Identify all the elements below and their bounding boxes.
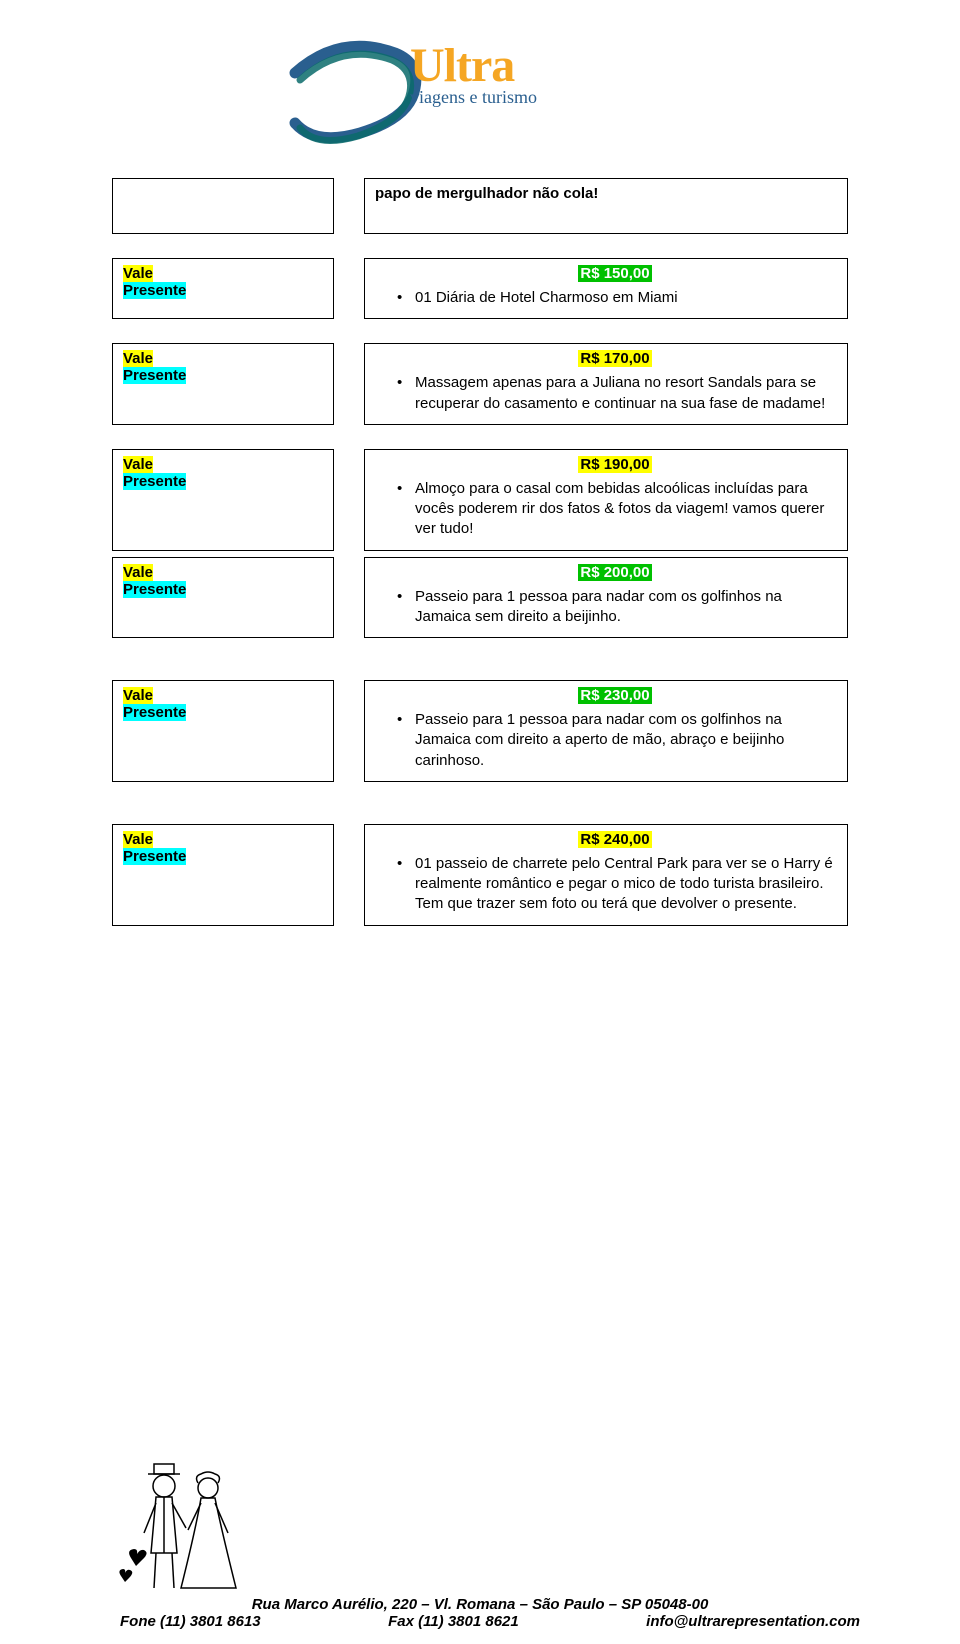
card-left-2: Vale Presente bbox=[112, 343, 334, 425]
footer-email: info@ultrarepresentation.com bbox=[646, 1613, 860, 1630]
card-row-5: Vale Presente R$ 230,00 Passeio para 1 p… bbox=[112, 680, 848, 782]
price-3: R$ 190,00 bbox=[578, 456, 651, 473]
bullet-5-0: Passeio para 1 pessoa para nadar com os … bbox=[393, 710, 837, 771]
header-logo: Ultra viagens e turismo bbox=[280, 18, 680, 158]
presente-label: Presente bbox=[123, 704, 186, 721]
top-strip-row: papo de mergulhador não cola! bbox=[112, 178, 848, 234]
card-row-3: Vale Presente R$ 190,00 Almoço para o ca… bbox=[112, 449, 848, 551]
vale-label: Vale bbox=[123, 265, 153, 282]
top-strip-text-box: papo de mergulhador não cola! bbox=[364, 178, 848, 234]
top-strip-empty bbox=[112, 178, 334, 234]
card-left-5: Vale Presente bbox=[112, 680, 334, 782]
presente-label: Presente bbox=[123, 848, 186, 865]
vale-label: Vale bbox=[123, 350, 153, 367]
bullet-3-0: Almoço para o casal com bebidas alcoólic… bbox=[393, 479, 837, 540]
footer-address: Rua Marco Aurélio, 220 – Vl. Romana – Sã… bbox=[0, 1596, 960, 1613]
wedding-couple-icon bbox=[116, 1458, 266, 1598]
page-footer: Rua Marco Aurélio, 220 – Vl. Romana – Sã… bbox=[0, 1596, 960, 1630]
presente-label: Presente bbox=[123, 367, 186, 384]
card-left-4: Vale Presente bbox=[112, 557, 334, 639]
main-content: papo de mergulhador não cola! Vale Prese… bbox=[112, 178, 848, 926]
vale-label: Vale bbox=[123, 831, 153, 848]
card-right-4: R$ 200,00 Passeio para 1 pessoa para nad… bbox=[364, 557, 848, 639]
vale-label: Vale bbox=[123, 564, 153, 581]
price-1: R$ 150,00 bbox=[578, 265, 651, 282]
card-row-6: Vale Presente R$ 240,00 01 passeio de ch… bbox=[112, 824, 848, 926]
vale-label: Vale bbox=[123, 456, 153, 473]
card-left-3: Vale Presente bbox=[112, 449, 334, 551]
card-right-6: R$ 240,00 01 passeio de charrete pelo Ce… bbox=[364, 824, 848, 926]
price-5: R$ 230,00 bbox=[578, 687, 651, 704]
vale-label: Vale bbox=[123, 687, 153, 704]
bullet-2-0: Massagem apenas para a Juliana no resort… bbox=[393, 373, 837, 414]
card-right-5: R$ 230,00 Passeio para 1 pessoa para nad… bbox=[364, 680, 848, 782]
card-right-1: R$ 150,00 01 Diária de Hotel Charmoso em… bbox=[364, 258, 848, 319]
card-row-2: Vale Presente R$ 170,00 Massagem apenas … bbox=[112, 343, 848, 425]
price-6: R$ 240,00 bbox=[578, 831, 651, 848]
logo-brand-text: Ultra bbox=[410, 38, 537, 93]
presente-label: Presente bbox=[123, 282, 186, 299]
presente-label: Presente bbox=[123, 581, 186, 598]
top-strip-text: papo de mergulhador não cola! bbox=[375, 185, 598, 202]
card-left-1: Vale Presente bbox=[112, 258, 334, 319]
footer-phone: Fone (11) 3801 8613 bbox=[120, 1613, 261, 1630]
card-right-3: R$ 190,00 Almoço para o casal com bebida… bbox=[364, 449, 848, 551]
footer-fax: Fax (11) 3801 8621 bbox=[388, 1613, 519, 1630]
card-left-6: Vale Presente bbox=[112, 824, 334, 926]
bullet-6-0: 01 passeio de charrete pelo Central Park… bbox=[393, 854, 837, 915]
price-4: R$ 200,00 bbox=[578, 564, 651, 581]
price-2: R$ 170,00 bbox=[578, 350, 651, 367]
card-row-1: Vale Presente R$ 150,00 01 Diária de Hot… bbox=[112, 258, 848, 319]
logo-tagline: viagens e turismo bbox=[410, 87, 537, 108]
bullet-1-0: 01 Diária de Hotel Charmoso em Miami bbox=[393, 288, 837, 308]
bullet-4-0: Passeio para 1 pessoa para nadar com os … bbox=[393, 587, 837, 628]
card-row-4: Vale Presente R$ 200,00 Passeio para 1 p… bbox=[112, 557, 848, 639]
presente-label: Presente bbox=[123, 473, 186, 490]
card-right-2: R$ 170,00 Massagem apenas para a Juliana… bbox=[364, 343, 848, 425]
